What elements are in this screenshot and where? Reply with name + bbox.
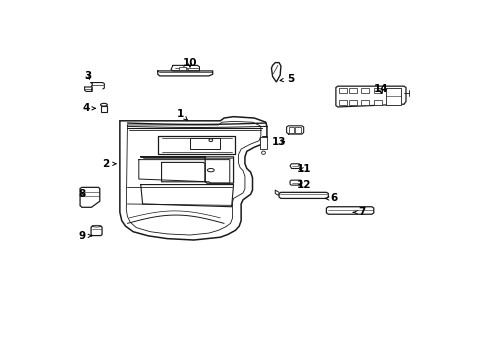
Polygon shape — [289, 164, 300, 168]
Polygon shape — [335, 86, 405, 107]
Polygon shape — [279, 192, 327, 198]
Bar — [386, 88, 401, 105]
Text: 10: 10 — [183, 58, 197, 68]
Bar — [101, 105, 107, 112]
Ellipse shape — [261, 151, 265, 154]
Text: 11: 11 — [296, 164, 310, 174]
Text: 3: 3 — [84, 72, 91, 81]
Bar — [373, 100, 381, 105]
Polygon shape — [289, 180, 301, 185]
Text: 7: 7 — [352, 207, 366, 217]
Bar — [348, 88, 357, 93]
Ellipse shape — [92, 225, 101, 227]
Polygon shape — [271, 63, 280, 82]
Text: 9: 9 — [78, 231, 91, 241]
Bar — [373, 88, 381, 93]
Bar — [295, 127, 301, 133]
Text: 4: 4 — [82, 103, 95, 113]
Bar — [360, 88, 368, 93]
Text: 2: 2 — [102, 159, 116, 169]
Bar — [360, 100, 368, 105]
Text: 6: 6 — [324, 193, 337, 203]
Ellipse shape — [101, 103, 107, 106]
Polygon shape — [120, 117, 266, 240]
Bar — [189, 138, 220, 149]
Text: 14: 14 — [373, 84, 388, 94]
Bar — [260, 138, 266, 149]
Text: 13: 13 — [271, 136, 285, 147]
Bar — [178, 67, 186, 70]
Polygon shape — [326, 207, 373, 214]
Text: 8: 8 — [78, 189, 85, 199]
Bar — [348, 100, 357, 105]
Polygon shape — [91, 226, 102, 235]
Text: 1: 1 — [177, 109, 187, 120]
Ellipse shape — [207, 168, 214, 172]
Text: 12: 12 — [296, 180, 310, 190]
Bar — [338, 100, 346, 105]
Text: 5: 5 — [280, 74, 293, 84]
Bar — [288, 127, 294, 133]
Ellipse shape — [208, 139, 212, 141]
Polygon shape — [80, 187, 100, 207]
Bar — [338, 88, 346, 93]
